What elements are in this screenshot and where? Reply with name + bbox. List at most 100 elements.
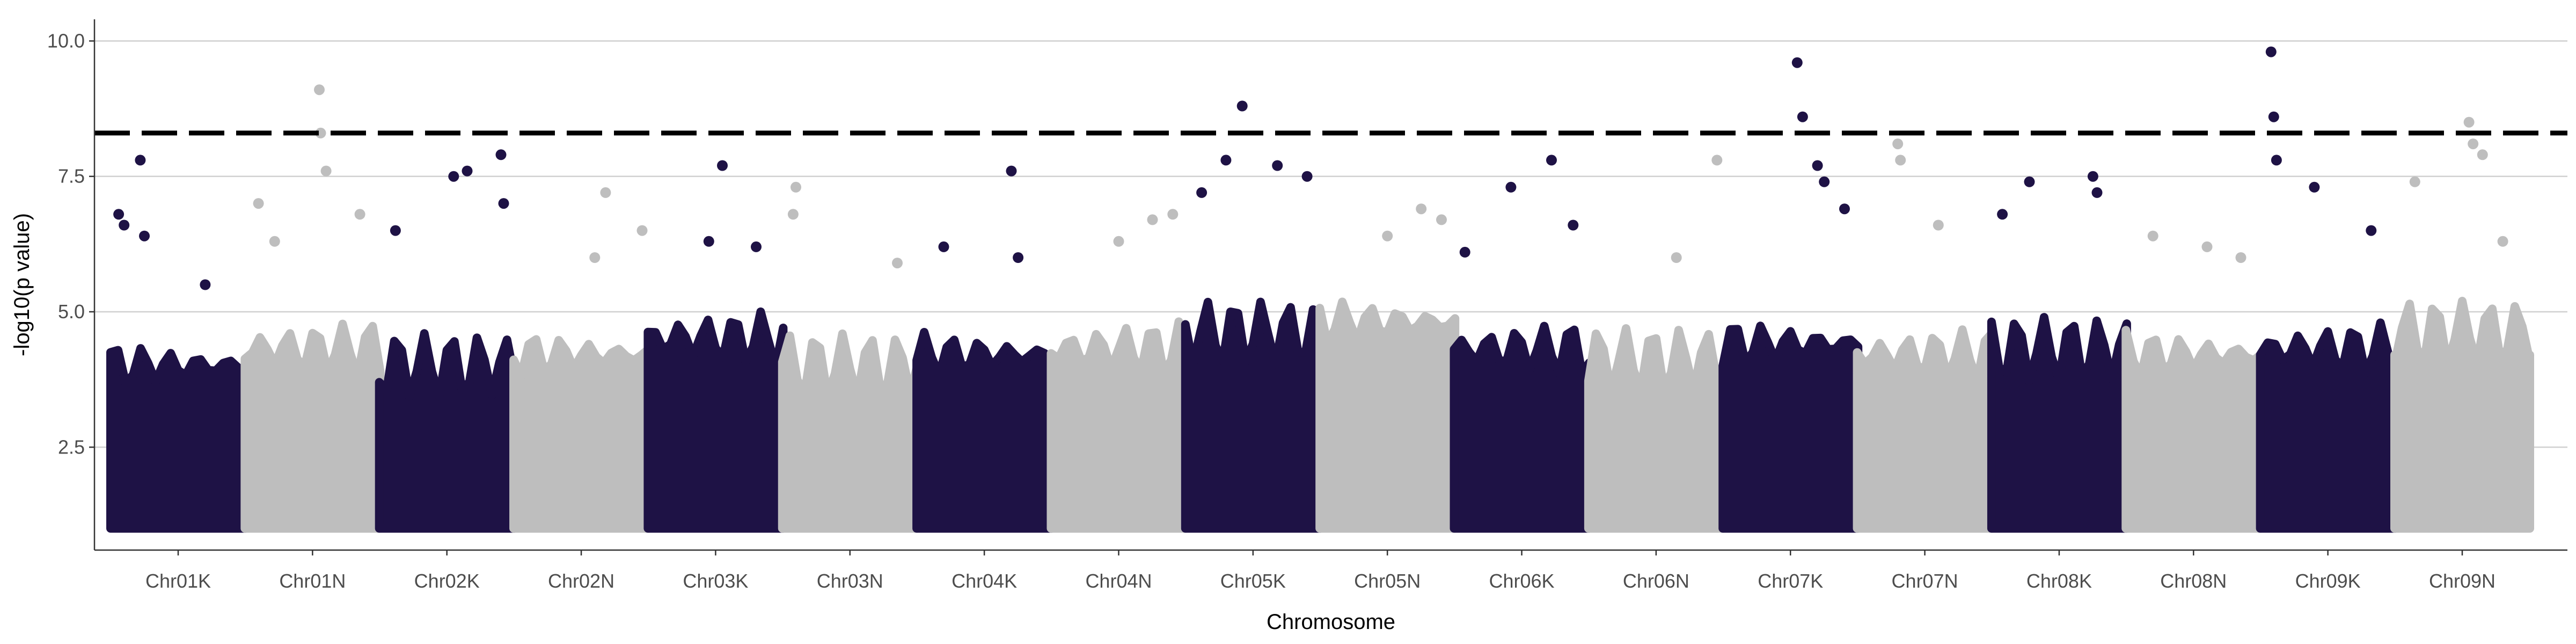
peak-point-Chr05N — [1382, 230, 1393, 241]
x-tick-label: Chr01K — [145, 570, 211, 592]
x-tick-label: Chr08K — [2026, 570, 2092, 592]
peak-point-Chr03K — [717, 160, 728, 171]
peak-point-Chr05K — [1220, 155, 1232, 166]
band-Chr03K — [643, 307, 788, 533]
band-Chr07K — [1718, 321, 1863, 533]
x-tick-label: Chr02K — [414, 570, 480, 592]
peak-point-Chr01N — [315, 127, 326, 138]
peak-point-Chr07N — [1933, 219, 1944, 231]
y-axis-title: -log10(p value) — [10, 213, 34, 356]
band-Chr07N — [1853, 325, 1997, 533]
peak-point-Chr04K — [938, 241, 949, 252]
peak-point-Chr01K — [139, 230, 150, 241]
y-tick-label: 10.0 — [47, 30, 85, 52]
band-Chr09N — [2390, 297, 2534, 533]
x-tick-label: Chr04N — [1085, 570, 1152, 592]
peak-point-Chr05N — [1416, 203, 1427, 215]
peak-point-Chr06N — [1671, 252, 1682, 263]
x-tick-label: Chr07K — [1758, 570, 1823, 592]
peak-point-Chr02N — [589, 252, 601, 263]
peak-point-Chr08N — [2147, 230, 2158, 241]
peak-point-Chr08N — [2235, 252, 2246, 263]
band-Chr01K — [106, 344, 250, 533]
peak-point-Chr08K — [2091, 187, 2103, 198]
peak-point-Chr09N — [2463, 116, 2475, 128]
band-Chr08N — [2121, 326, 2266, 533]
y-tick-label: 7.5 — [58, 165, 85, 187]
x-tick-label: Chr07N — [1892, 570, 1958, 592]
peak-point-Chr01N — [253, 198, 264, 209]
band-Chr04N — [1046, 317, 1191, 533]
peak-point-Chr03N — [791, 181, 801, 193]
band-Chr03N — [778, 329, 922, 533]
peak-point-Chr04N — [1113, 236, 1124, 247]
peak-point-Chr06N — [1711, 155, 1723, 166]
y-tick-label: 5.0 — [58, 301, 85, 323]
peak-point-Chr04N — [1167, 209, 1179, 220]
band-Chr04K — [912, 328, 1057, 533]
peak-point-Chr09K — [2268, 111, 2279, 122]
peak-point-Chr01N — [320, 165, 332, 177]
peak-point-Chr09K — [2309, 181, 2320, 193]
peak-point-Chr09N — [2477, 149, 2488, 160]
peak-point-Chr04K — [1013, 252, 1024, 263]
peak-point-Chr03K — [703, 236, 714, 247]
peak-point-Chr01K — [113, 209, 125, 220]
peak-point-Chr09K — [2366, 225, 2377, 236]
peak-point-Chr05K — [1272, 160, 1283, 171]
band-Chr06N — [1584, 324, 1728, 533]
x-tick-label: Chr02N — [548, 570, 614, 592]
axes — [93, 19, 2567, 551]
peak-point-Chr09K — [2265, 46, 2277, 57]
peak-point-Chr02K — [448, 171, 459, 182]
peak-point-Chr07K — [1791, 57, 1803, 68]
peak-point-Chr01K — [119, 219, 130, 231]
peak-point-Chr01N — [269, 236, 280, 247]
x-tick-label: Chr04K — [952, 570, 1017, 592]
x-tick-label: Chr01N — [279, 570, 346, 592]
peak-point-Chr01K — [200, 279, 211, 290]
x-axis-title: Chromosome — [1267, 610, 1395, 634]
band-Chr02N — [509, 335, 654, 533]
peak-point-Chr07K — [1797, 111, 1808, 122]
x-tick-label: Chr03N — [817, 570, 883, 592]
band-Chr05K — [1181, 297, 1325, 533]
x-tick-label: Chr05K — [1220, 570, 1286, 592]
peak-point-Chr03N — [892, 258, 903, 269]
x-tick-label: Chr09N — [2429, 570, 2496, 592]
peak-point-Chr07K — [1839, 203, 1850, 215]
band-Chr02K — [375, 329, 519, 533]
band-Chr01N — [240, 319, 385, 533]
peak-point-Chr08K — [1997, 209, 2008, 220]
peak-point-Chr07K — [1812, 160, 1823, 171]
peak-point-Chr09K — [2271, 155, 2282, 166]
peak-point-Chr05K — [1236, 100, 1248, 112]
peak-point-Chr02N — [636, 225, 648, 236]
peak-point-Chr09N — [2468, 138, 2479, 150]
peak-point-Chr05N — [1436, 214, 1447, 225]
x-tick-label: Chr06N — [1623, 570, 1689, 592]
x-tick-label: Chr08N — [2160, 570, 2227, 592]
peak-point-Chr05K — [1301, 171, 1313, 182]
peak-point-Chr01N — [314, 84, 325, 96]
peak-point-Chr07N — [1892, 138, 1904, 150]
peak-point-Chr01N — [354, 209, 365, 220]
peak-point-Chr06K — [1505, 181, 1517, 193]
band-Chr05N — [1315, 297, 1460, 533]
peak-point-Chr04K — [1006, 165, 1017, 177]
peak-point-Chr08K — [2087, 171, 2098, 182]
peak-point-Chr06K — [1546, 155, 1557, 166]
x-tick-label: Chr09K — [2295, 570, 2361, 592]
peak-point-Chr02K — [390, 225, 401, 236]
peak-point-Chr04N — [1147, 214, 1158, 225]
y-tick-labels: 2.5 5.0 7.5 10.0 — [47, 30, 94, 458]
band-Chr09K — [2256, 318, 2400, 533]
peak-point-Chr02K — [462, 165, 473, 177]
peak-point-Chr03K — [751, 241, 762, 252]
band-Chr08K — [1987, 313, 2131, 533]
y-tick-label: 2.5 — [58, 436, 85, 458]
peak-point-Chr09N — [2409, 176, 2420, 187]
x-tick-label: Chr06K — [1489, 570, 1554, 592]
